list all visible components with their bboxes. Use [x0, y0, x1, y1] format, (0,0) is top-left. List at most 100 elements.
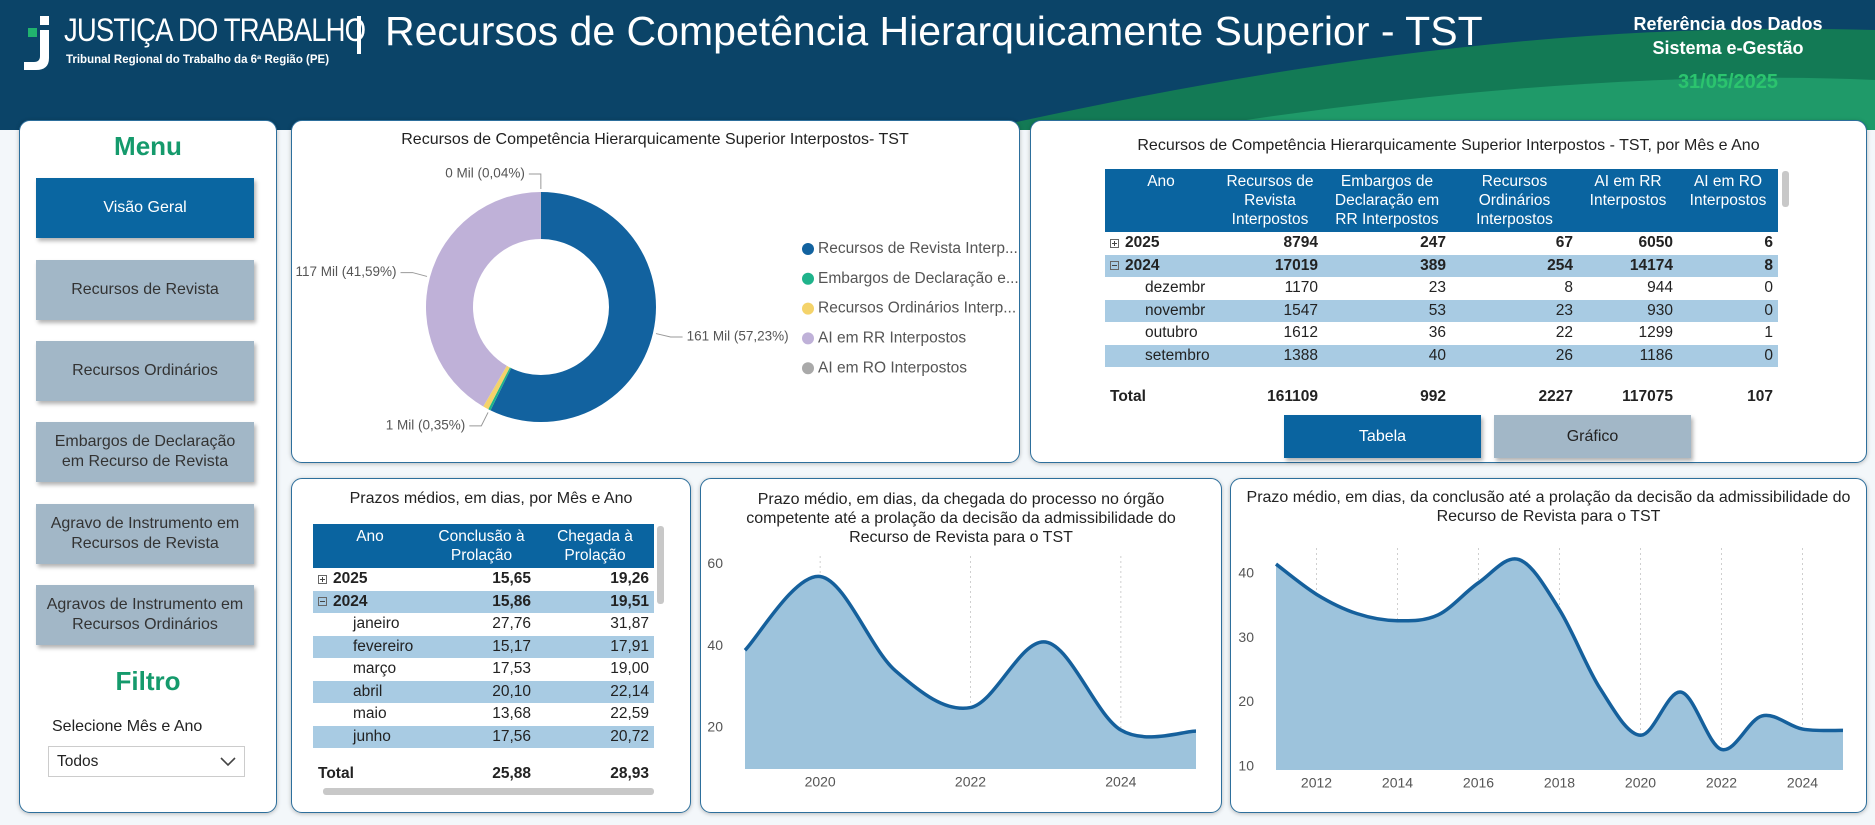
donut-slice: [488, 367, 512, 411]
filter-dropdown[interactable]: Todos: [48, 746, 245, 777]
cell: 13,68: [427, 703, 536, 726]
cell-text: 1612: [1283, 324, 1318, 342]
cell: 6050: [1578, 232, 1678, 255]
y-tick-label: 20: [1238, 693, 1254, 709]
y-tick-label: 30: [1238, 629, 1254, 645]
menu-button[interactable]: Agravo de Instrumento em Recursos de Rev…: [36, 504, 254, 564]
cell: 17,91: [536, 635, 654, 658]
row-label: maio: [313, 703, 427, 726]
cell: 17,53: [427, 658, 536, 681]
row-label: 2024: [313, 590, 427, 613]
row-label: junho: [313, 725, 427, 748]
menu-button[interactable]: Visão Geral: [36, 178, 254, 238]
cell-text: 36: [1428, 324, 1446, 342]
column-header: Conclusão à Prolação: [427, 524, 536, 568]
row-label: janeiro: [313, 613, 427, 636]
legend-swatch: [802, 272, 814, 285]
legend-swatch: [802, 243, 814, 255]
cell-text: abril: [353, 682, 383, 700]
x-tick-label: 2016: [1463, 775, 1494, 791]
cell-text: 53: [1428, 301, 1446, 319]
total-cell: 161109: [1267, 388, 1318, 406]
reference: Referência dos Dados Sistema e-Gestão 31…: [1630, 12, 1826, 94]
area-fill: [745, 576, 1196, 769]
cell-text: fevereiro: [353, 637, 414, 655]
data-label: 1 Mil (0,35%): [386, 417, 466, 432]
donut-slice: [426, 192, 541, 407]
cell: 19,00: [536, 658, 654, 681]
cell-text: 14174: [1629, 256, 1673, 274]
total-table: Total 161109 992 2227 117075 107: [1105, 386, 1778, 409]
column-header: Recursos Ordinários Interpostos: [1451, 169, 1578, 232]
row-label: 2025: [313, 568, 427, 591]
sort-indicator: [1113, 231, 1123, 236]
menu-button[interactable]: Recursos de Revista: [36, 260, 254, 320]
cell: 1547: [1217, 299, 1323, 322]
cell-text: 0: [1764, 346, 1773, 364]
expand-toggle[interactable]: [1110, 238, 1119, 248]
view-button[interactable]: Gráfico: [1494, 415, 1691, 458]
scrollbar: [657, 526, 664, 604]
table-row: abril 20,10 22,14: [313, 680, 654, 703]
table: Ano Recursos de Revista Interpostos Embarg…: [1105, 169, 1778, 367]
menu-title: Menu: [114, 131, 182, 161]
cell-text: 944: [1647, 279, 1673, 297]
cell: 67: [1451, 232, 1578, 255]
expand-toggle[interactable]: [318, 574, 327, 584]
table: Ano Conclusão à Prolação Chegada à Prolaçã…: [313, 524, 654, 748]
view-button[interactable]: Tabela: [1284, 415, 1481, 458]
total-row: Total 161109 992 2227 117075 107: [1105, 386, 1778, 409]
cell: 8: [1451, 277, 1578, 300]
cell-text: 254: [1547, 256, 1573, 274]
cell-text: 22,14: [610, 682, 649, 700]
legend-swatch: [802, 302, 814, 315]
cell-text: 22: [1555, 324, 1573, 342]
cell-text: 247: [1420, 234, 1446, 252]
legend-swatch: [802, 332, 814, 345]
chart-title: Recursos de Competência Hierarquicamente…: [401, 131, 909, 148]
cell-text: 0: [1764, 279, 1773, 297]
column-header: AI em RO Interpostos: [1678, 169, 1778, 232]
row-label: fevereiro: [313, 635, 427, 658]
cell-text: 19,51: [610, 592, 649, 610]
y-tick-label: 40: [707, 637, 723, 653]
filter-title: Filtro: [115, 666, 181, 696]
y-tick-label: 10: [1238, 757, 1254, 773]
column-header: Recursos de Revista Interpostos: [1217, 169, 1323, 232]
y-tick-label: 20: [707, 719, 723, 735]
cell-text: 1299: [1638, 324, 1673, 342]
header-row: Ano Recursos de Revista Interpostos Embarg…: [1105, 169, 1778, 232]
cell-text: janeiro: [353, 615, 400, 633]
menu-button[interactable]: Agravos de Instrumento em Recursos Ordin…: [36, 585, 254, 645]
cell: 36: [1323, 322, 1451, 345]
table-row: junho 17,56 20,72: [313, 725, 654, 748]
x-tick-label: 2014: [1382, 775, 1413, 791]
table-body: 2025 8794 247 67 6050 6 2024 17019 389 254 14174 8 d…: [1105, 232, 1778, 367]
cell-text: 17,53: [492, 660, 531, 678]
cell: 23: [1451, 299, 1578, 322]
cell-text: 1170: [1284, 279, 1318, 297]
expand-toggle[interactable]: [318, 597, 327, 607]
data-table: Ano Conclusão à Prolação Chegada à Prolaçã…: [313, 524, 654, 762]
table-row: fevereiro 15,17 17,91: [313, 635, 654, 658]
scrollbar: [323, 788, 654, 795]
table-body: Total 161109 992 2227 117075 107: [1105, 386, 1778, 409]
expand-toggle[interactable]: [1110, 261, 1119, 271]
cell-text: 2024: [333, 592, 368, 610]
cell: 53: [1323, 299, 1451, 322]
logo-title: JUSTIÇA DO TRABALHO: [64, 12, 366, 48]
table-row: março 17,53 19,00: [313, 658, 654, 681]
table-row: novembr 1547 53 23 930 0: [1105, 299, 1778, 322]
cell: 22: [1451, 322, 1578, 345]
cell-text: 8794: [1283, 234, 1318, 252]
row-label: setembro: [1105, 344, 1217, 367]
cell-text: 1: [1764, 324, 1773, 342]
table-row: maio 13,68 22,59: [313, 703, 654, 726]
cell-text: 15,86: [492, 592, 531, 610]
table-row: outubro 1612 36 22 1299 1: [1105, 322, 1778, 345]
menu-button[interactable]: Embargos de Declaração em Recurso de Rev…: [36, 422, 254, 482]
cell-text: outubro: [1145, 324, 1198, 342]
cell-text: maio: [353, 705, 387, 723]
menu-button[interactable]: Recursos Ordinários: [36, 341, 254, 401]
x-tick-label: 2024: [1105, 774, 1136, 790]
